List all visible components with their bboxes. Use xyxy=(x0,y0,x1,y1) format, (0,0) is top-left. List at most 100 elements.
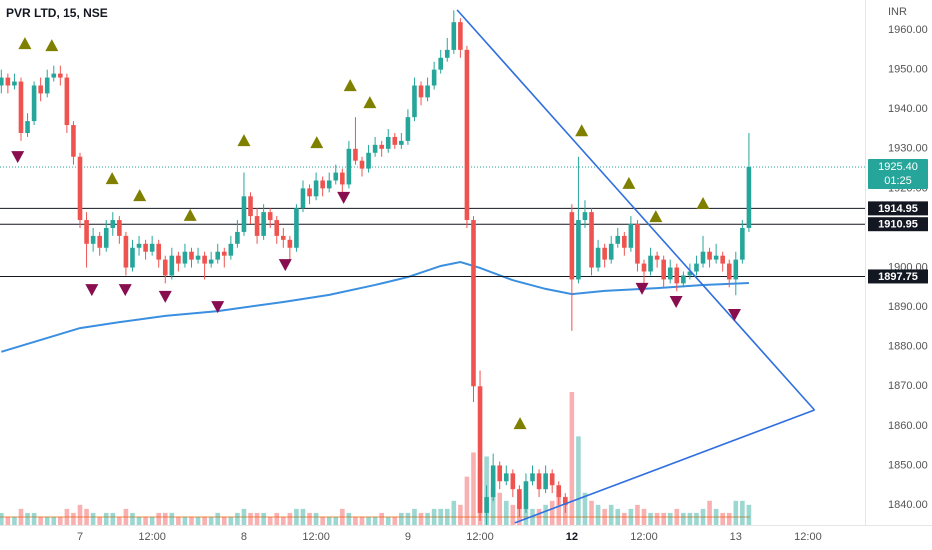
candle-body xyxy=(300,188,306,209)
volume-bar xyxy=(379,512,384,525)
candle-body xyxy=(12,81,17,86)
moving-average xyxy=(1,260,749,353)
volume-bar xyxy=(458,504,463,525)
signal-down xyxy=(158,290,172,303)
x-tick-label: 12:00 xyxy=(466,531,494,543)
candle-body xyxy=(707,251,712,260)
candle-body xyxy=(431,69,437,86)
volume-bar xyxy=(576,436,581,525)
volume-bar xyxy=(5,516,11,525)
candle-body xyxy=(661,259,666,280)
candle-body xyxy=(0,77,4,86)
candle-body xyxy=(25,121,30,133)
volume-bar xyxy=(523,508,529,525)
volume-bar xyxy=(674,508,680,525)
volume-bar xyxy=(64,508,70,525)
volume-bar xyxy=(208,516,214,525)
volume-bar xyxy=(320,516,325,525)
volume-bar xyxy=(248,512,253,525)
volume-bar xyxy=(110,512,116,525)
x-tick-label: 12:00 xyxy=(138,531,166,543)
candle-body xyxy=(71,125,76,157)
volume-bar xyxy=(189,516,194,525)
volume-bar xyxy=(694,512,699,525)
candle-body xyxy=(149,243,155,252)
signal-down xyxy=(669,295,683,308)
volume-bar xyxy=(313,512,319,525)
volume-bar xyxy=(44,516,50,525)
candle-body xyxy=(464,49,470,221)
candle-body xyxy=(254,216,260,236)
signal-up xyxy=(363,96,377,109)
volume-bar xyxy=(713,508,719,525)
last-price-box xyxy=(868,159,928,190)
candle-body xyxy=(221,251,227,256)
volume-bar xyxy=(143,516,148,525)
volume-bar xyxy=(536,508,542,525)
volume-bar xyxy=(707,500,712,525)
volume-bar xyxy=(661,512,666,525)
candle-body xyxy=(261,212,266,236)
candle-body xyxy=(307,188,312,197)
volume-bar xyxy=(622,512,627,525)
volume-bar xyxy=(18,508,24,525)
candle-body xyxy=(733,259,739,280)
level-label-box xyxy=(868,201,928,216)
candle-body xyxy=(340,172,345,185)
volume-bar xyxy=(31,512,37,525)
candle-body xyxy=(582,212,588,221)
volume-bar xyxy=(543,504,548,525)
volume-bar xyxy=(510,504,516,525)
candle-body xyxy=(438,57,443,70)
volume-bar xyxy=(405,512,411,525)
y-tick-label: 1840.00 xyxy=(888,499,928,511)
candle-body xyxy=(267,212,273,221)
volume-bar xyxy=(615,508,621,525)
candle-body xyxy=(123,235,129,268)
candle-body xyxy=(510,473,516,490)
signal-up xyxy=(696,197,710,210)
x-tick-label: 13 xyxy=(730,531,742,543)
x-tick-label: 12:00 xyxy=(302,531,330,543)
volume-bar xyxy=(90,512,96,525)
candle-body xyxy=(497,465,503,482)
y-tick-label: 1960.00 xyxy=(888,24,928,36)
candle-body xyxy=(84,220,89,244)
volume-bar xyxy=(182,516,188,525)
volume-bar xyxy=(746,504,752,525)
candle-body xyxy=(641,263,647,272)
y-tick-label: 1890.00 xyxy=(888,301,928,313)
candle-body xyxy=(746,167,752,228)
volume-bar xyxy=(399,512,404,525)
candle-body xyxy=(385,136,391,149)
candle-body xyxy=(569,212,575,280)
signal-up xyxy=(18,37,32,50)
candle-body xyxy=(215,251,221,260)
candle-body xyxy=(195,255,201,260)
candle-body xyxy=(136,243,142,248)
candle-body xyxy=(700,251,706,264)
candle-body xyxy=(162,259,168,276)
volume-bar xyxy=(176,516,181,525)
candle-body xyxy=(274,220,280,236)
candle-body xyxy=(740,227,745,260)
volume-bar xyxy=(700,508,706,525)
volume-bar xyxy=(569,392,575,525)
candle-body xyxy=(635,224,640,264)
volume-bar xyxy=(235,512,240,525)
volume-bar xyxy=(156,512,162,525)
candle-body xyxy=(687,271,693,276)
volume-bar xyxy=(169,512,175,525)
overlay-layer xyxy=(0,166,865,353)
signal-up xyxy=(237,134,251,147)
candle-body xyxy=(713,255,719,260)
candle-body xyxy=(530,473,535,482)
candle-body xyxy=(346,148,352,185)
candle-body xyxy=(392,136,398,145)
y-tick-label: 1930.00 xyxy=(888,143,928,155)
signal-up xyxy=(183,208,197,221)
volume-bar xyxy=(254,512,260,525)
signal-up xyxy=(513,417,527,430)
